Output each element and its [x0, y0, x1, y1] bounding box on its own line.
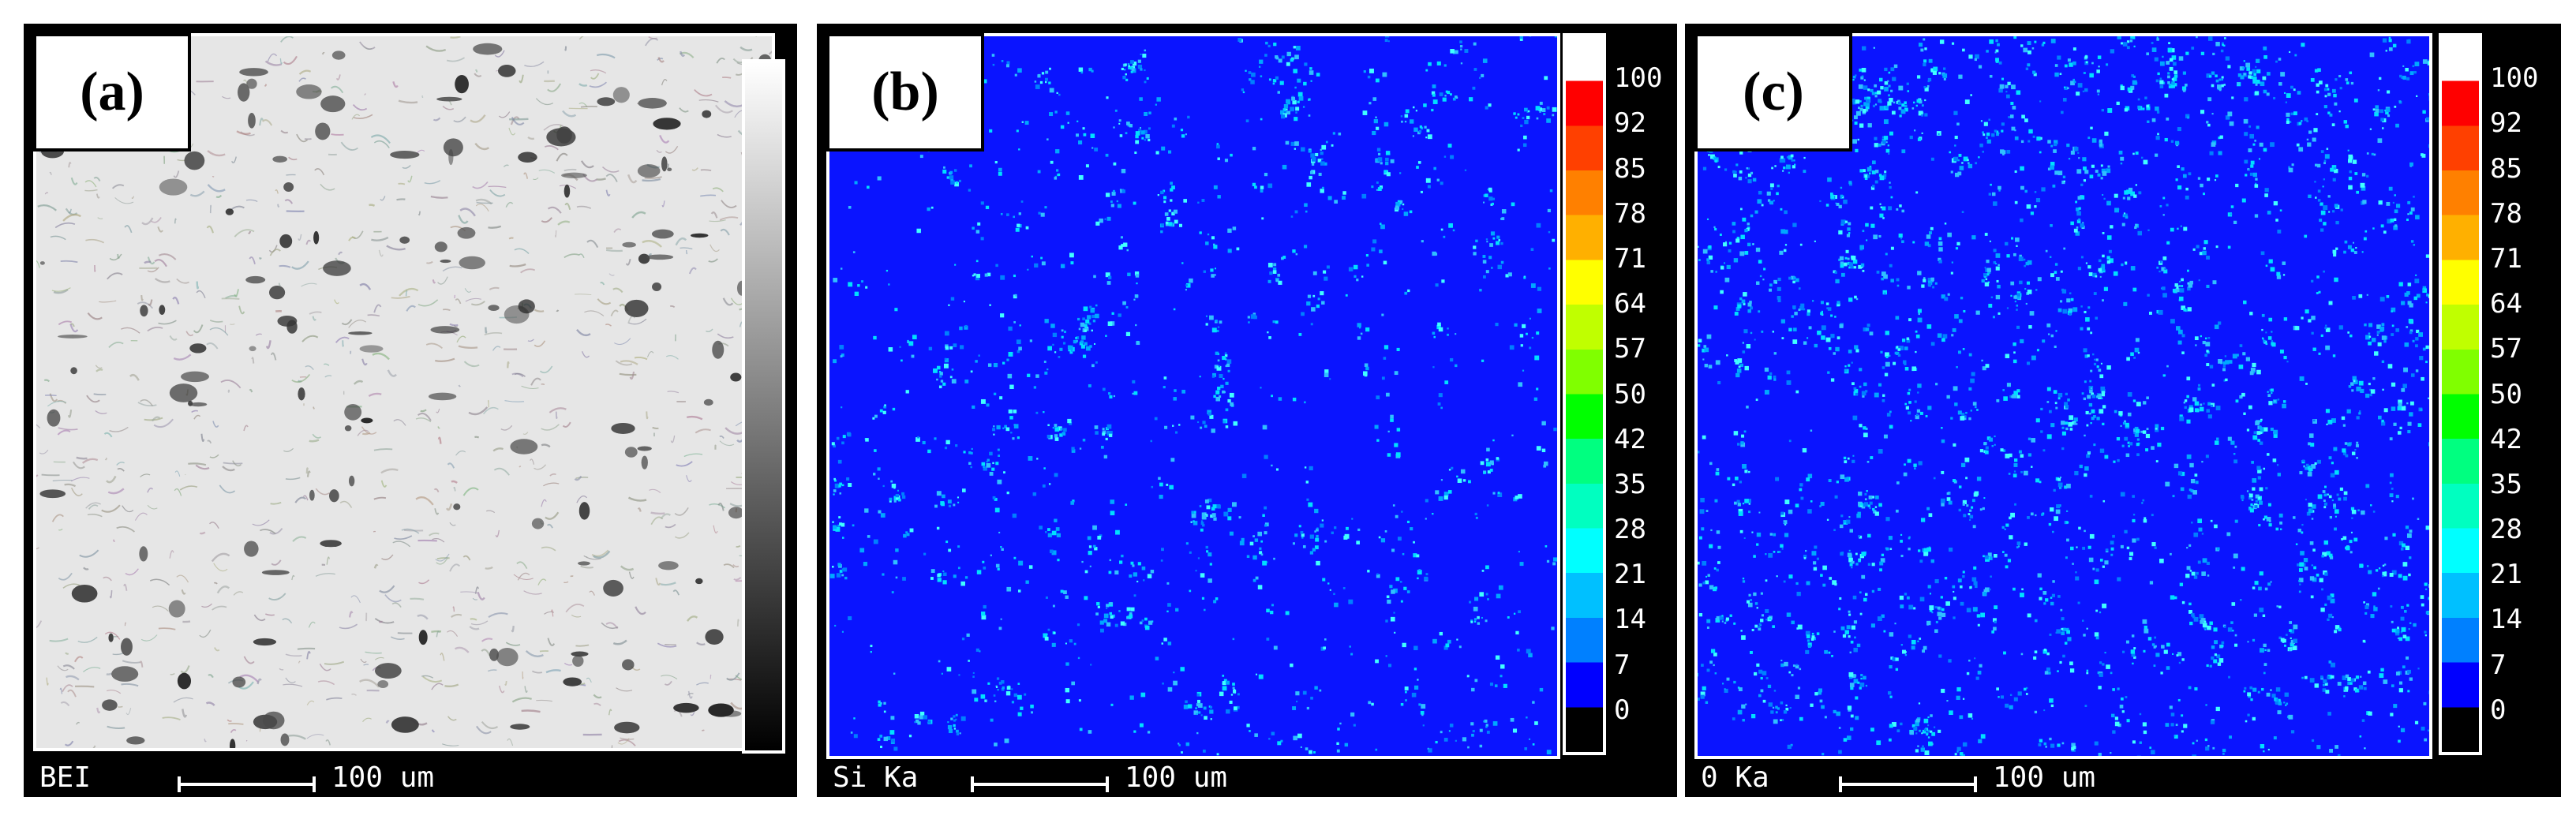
- panel-c: (c) 100 92 85 78 71 64 57 50 42 35 28 21 14 7 0 0 Ka 1…: [1685, 24, 2561, 797]
- colorbar-tick: 100: [2490, 62, 2539, 95]
- colorbar-tick: 42: [2490, 423, 2522, 455]
- scale-text: 100 um: [1993, 761, 2096, 794]
- colorbar-tick: 92: [1614, 107, 1646, 140]
- signal-label: BEI: [39, 761, 92, 794]
- colorbar-tick: 71: [2490, 242, 2522, 275]
- colorbar-tick: 50: [2490, 378, 2522, 410]
- colorbar-tick: 100: [1614, 62, 1663, 95]
- colorbar-tick: 57: [2490, 333, 2522, 365]
- colorbar-tick: 28: [2490, 514, 2522, 546]
- colorbar-tick: 7: [1614, 649, 1631, 681]
- colorbar-tick: 42: [1614, 423, 1646, 455]
- panel-a: (a) BEI 100 um: [24, 24, 797, 797]
- panel-label: (c): [1694, 33, 1852, 152]
- scale-bar: [1839, 776, 1977, 792]
- colorbar-tick: 78: [1614, 197, 1646, 230]
- scale-text: 100 um: [331, 761, 435, 794]
- colorbar-tick: 85: [1614, 152, 1646, 185]
- colorbar-tick: 14: [1614, 604, 1646, 636]
- colorbar-tick: 28: [1614, 514, 1646, 546]
- o-map: [1698, 36, 2429, 756]
- colorbar-tick: 35: [2490, 468, 2522, 500]
- scale-bar: [971, 776, 1109, 792]
- intensity-colorbar: [2439, 33, 2482, 755]
- colorbar-tick: 92: [2490, 107, 2522, 140]
- colorbar-tick: 64: [1614, 288, 1646, 320]
- colorbar-tick: 57: [1614, 333, 1646, 365]
- panel-label: (b): [826, 33, 984, 152]
- signal-label: 0 Ka: [1701, 761, 1769, 794]
- colorbar-tick: 21: [1614, 559, 1646, 591]
- colorbar-tick: 35: [1614, 468, 1646, 500]
- colorbar-tick: 50: [1614, 378, 1646, 410]
- colorbar-tick: 71: [1614, 242, 1646, 275]
- intensity-colorbar: [1563, 33, 1606, 755]
- colorbar-tick: 0: [2490, 694, 2507, 726]
- signal-label: Si Ka: [833, 761, 919, 794]
- panel-label: (a): [33, 33, 191, 152]
- colorbar-tick: 85: [2490, 152, 2522, 185]
- colorbar-tick: 78: [2490, 197, 2522, 230]
- si-map-image: [826, 33, 1560, 759]
- colorbar-tick: 14: [2490, 604, 2522, 636]
- colorbar-tick: 0: [1614, 694, 1631, 726]
- scale-text: 100 um: [1125, 761, 1228, 794]
- grayscale-colorbar: [742, 59, 785, 754]
- colorbar-tick: 64: [2490, 288, 2522, 320]
- panel-b: (b) 100 92 85 78 71 64 57 50 42 35 28 21 14 7 0 Si Ka …: [817, 24, 1677, 797]
- colorbar-tick: 7: [2490, 649, 2507, 681]
- colorbar-tick: 21: [2490, 559, 2522, 591]
- si-map: [829, 36, 1557, 756]
- scale-bar: [178, 776, 316, 792]
- o-map-image: [1694, 33, 2432, 759]
